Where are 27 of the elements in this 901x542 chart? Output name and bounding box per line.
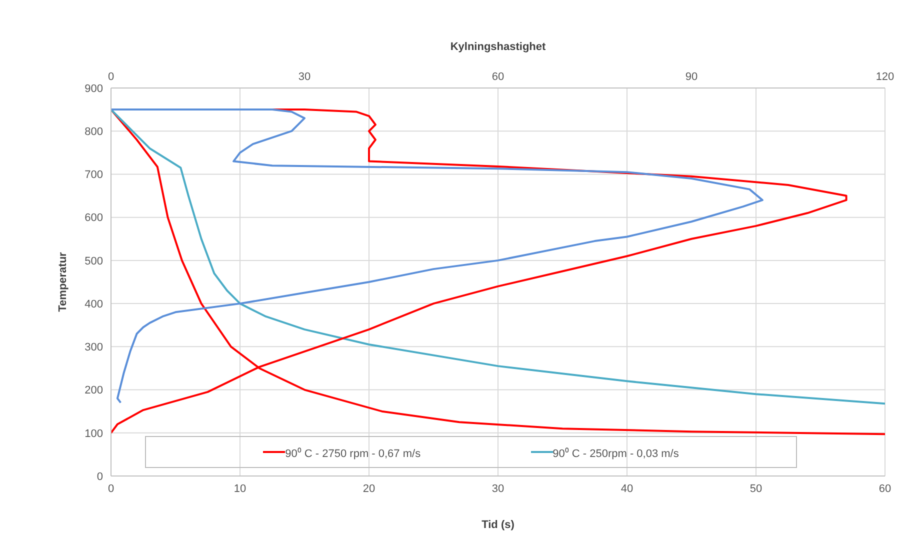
y-tick-label: 500 <box>84 255 103 268</box>
x-tick-label: 20 <box>362 482 376 495</box>
y-tick-label: 900 <box>84 82 103 95</box>
y-tick-label: 800 <box>84 126 103 138</box>
x2-tick-label: 30 <box>298 71 311 83</box>
y-tick-label: 300 <box>84 342 103 354</box>
x-tick-label: 0 <box>108 482 114 495</box>
y-axis-title: Temperatur <box>56 251 69 312</box>
x-tick-label: 50 <box>750 482 762 495</box>
x-tick-label: 10 <box>234 482 246 495</box>
y-tick-label: 700 <box>84 169 103 182</box>
legend-label: 90⁰ C - 250rpm - 0,03 m/s <box>552 446 679 460</box>
y-tick-label: 200 <box>84 384 103 397</box>
y-tick-label: 600 <box>84 212 103 224</box>
x2-axis-title: Kylningshastighet <box>450 40 546 53</box>
x-tick-label: 30 <box>492 482 504 495</box>
x2-tick-label: 60 <box>492 71 504 83</box>
x-tick-label: 40 <box>620 482 634 495</box>
y-tick-label: 0 <box>96 470 103 483</box>
x-axis-title: Tid (s) <box>482 519 515 531</box>
legend-label: 90⁰ C - 2750 rpm - 0,67 m/s <box>285 446 421 460</box>
y-tick-label: 400 <box>84 298 103 310</box>
x-tick-label: 60 <box>878 482 892 495</box>
y-tick-label: 100 <box>84 428 103 440</box>
x2-tick-label: 120 <box>876 71 894 83</box>
x2-tick-label: 0 <box>108 71 114 83</box>
x2-tick-label: 90 <box>685 71 698 83</box>
